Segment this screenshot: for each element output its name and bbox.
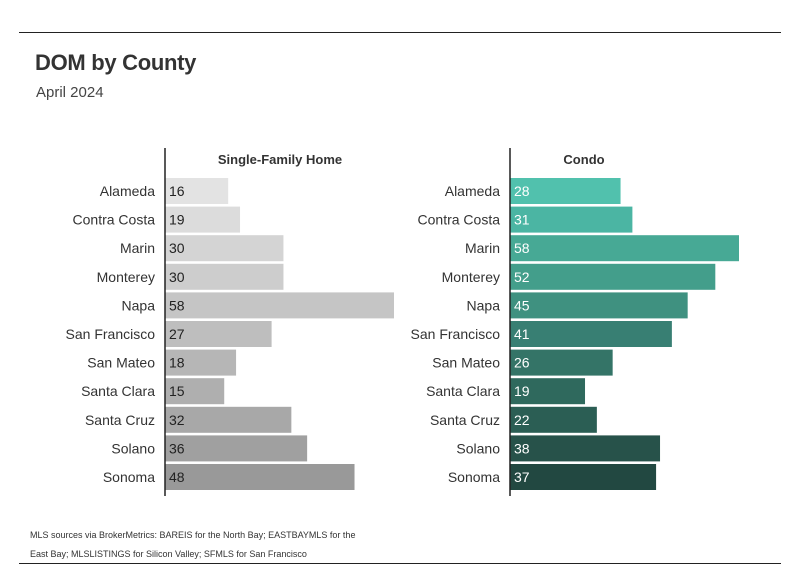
data-label: 19 xyxy=(514,383,530,399)
category-label: San Mateo xyxy=(87,355,155,371)
bar-single-family-home-marin xyxy=(165,235,284,262)
data-label: 58 xyxy=(514,240,530,256)
top-rule xyxy=(19,32,781,33)
footnote: MLS sources via BrokerMetrics: BAREIS fo… xyxy=(30,530,356,559)
bar-condo-solano xyxy=(510,435,661,462)
category-label: San Francisco xyxy=(66,326,156,342)
bottom-rule xyxy=(19,563,781,564)
category-label: Contra Costa xyxy=(73,212,156,228)
data-label: 38 xyxy=(514,440,530,456)
category-label: San Mateo xyxy=(432,355,500,371)
data-label: 15 xyxy=(169,383,185,399)
bar-single-family-home-san-francisco xyxy=(165,321,272,347)
bar-single-family-home-contra-costa xyxy=(165,206,241,233)
bar-condo-napa xyxy=(510,292,688,319)
data-label: 45 xyxy=(514,297,530,313)
chart-title: DOM by County xyxy=(35,50,197,75)
bar-condo-santa-cruz xyxy=(510,406,597,433)
data-label: 37 xyxy=(514,469,530,485)
bar-condo-santa-clara xyxy=(510,378,586,405)
category-label: Monterey xyxy=(442,269,500,285)
category-label: Santa Clara xyxy=(81,383,155,399)
data-label: 30 xyxy=(169,240,185,256)
category-label: Napa xyxy=(467,297,501,313)
bar-condo-san-mateo xyxy=(510,349,613,376)
data-label: 22 xyxy=(514,412,530,428)
data-label: 32 xyxy=(169,412,185,428)
bar-single-family-home-san-mateo xyxy=(165,349,237,376)
bar-condo-monterey xyxy=(510,263,716,290)
category-label: Sonoma xyxy=(103,469,155,485)
category-label: Sonoma xyxy=(448,469,500,485)
bar-single-family-home-sonoma xyxy=(165,464,355,490)
data-label: 36 xyxy=(169,440,185,456)
category-label: Marin xyxy=(465,240,500,256)
bar-condo-contra-costa xyxy=(510,206,633,233)
category-label: Marin xyxy=(120,240,155,256)
data-label: 58 xyxy=(169,297,185,313)
category-label: Santa Cruz xyxy=(85,412,155,428)
panel-title-single-family-home: Single-Family Home xyxy=(218,152,342,167)
data-label: 28 xyxy=(514,183,530,199)
data-label: 31 xyxy=(514,212,530,228)
category-label: Contra Costa xyxy=(418,212,501,228)
chart-subtitle: April 2024 xyxy=(36,84,104,101)
category-label: San Francisco xyxy=(411,326,501,342)
panel-title-condo: Condo xyxy=(563,152,604,167)
category-label: Solano xyxy=(456,440,500,456)
bar-single-family-home-monterey xyxy=(165,263,284,290)
bar-single-family-home-santa-clara xyxy=(165,378,225,405)
bar-condo-san-francisco xyxy=(510,321,672,347)
bar-condo-alameda xyxy=(510,178,621,204)
bar-single-family-home-alameda xyxy=(165,178,229,204)
data-label: 16 xyxy=(169,183,185,199)
category-label: Solano xyxy=(111,440,155,456)
bar-condo-marin xyxy=(510,235,739,262)
category-label: Napa xyxy=(122,297,156,313)
data-label: 19 xyxy=(169,212,185,228)
data-label: 41 xyxy=(514,326,530,342)
data-label: 27 xyxy=(169,326,185,342)
category-label: Santa Cruz xyxy=(430,412,500,428)
data-label: 48 xyxy=(169,469,185,485)
data-label: 26 xyxy=(514,355,530,371)
category-label: Alameda xyxy=(445,183,500,199)
bar-single-family-home-santa-cruz xyxy=(165,406,292,433)
category-label: Santa Clara xyxy=(426,383,500,399)
data-label: 30 xyxy=(169,269,185,285)
bar-single-family-home-solano xyxy=(165,435,308,462)
bar-single-family-home-napa xyxy=(165,292,394,319)
data-label: 52 xyxy=(514,269,530,285)
category-label: Monterey xyxy=(97,269,155,285)
bar-condo-sonoma xyxy=(510,464,657,490)
category-label: Alameda xyxy=(100,183,155,199)
data-label: 18 xyxy=(169,355,185,371)
